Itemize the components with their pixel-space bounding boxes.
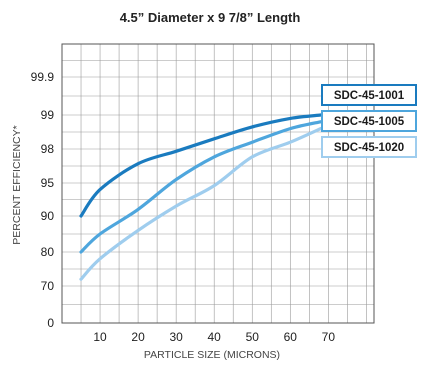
legend: SDC-45-1001 SDC-45-1005 SDC-45-1020 [321,84,417,158]
x-tick-label: 10 [93,330,107,344]
y-tick-label: 99 [41,108,55,122]
x-axis-label: PARTICLE SIZE (MICRONS) [144,349,280,361]
legend-label: SDC-45-1020 [334,142,404,154]
legend-item: SDC-45-1001 [321,84,417,106]
x-tick-label: 20 [131,330,145,344]
series-lines [79,113,323,281]
series-line-sdc-45-1001 [79,113,323,218]
tick-labels: 10 20 30 40 50 60 70 0 70 80 90 95 98 99 99.9 [31,70,336,344]
series-line-sdc-45-1005 [79,120,323,254]
legend-item: SDC-45-1020 [321,136,417,158]
x-tick-label: 50 [246,330,260,344]
y-axis-label: PERCENT EFFICIENCY* [11,125,23,244]
legend-label: SDC-45-1001 [334,90,405,102]
legend-label: SDC-45-1005 [334,116,405,128]
y-tick-label: 80 [41,245,55,259]
plot-frame [61,43,375,324]
y-tick-label: 70 [41,279,55,293]
y-tick-label: 95 [41,176,55,190]
legend-box [321,110,417,132]
legend-box [321,84,417,106]
x-tick-label: 60 [284,330,298,344]
grid [62,44,374,323]
x-tick-label: 70 [322,330,336,344]
legend-item: SDC-45-1005 [321,110,417,132]
y-tick-label: 98 [41,142,55,156]
x-tick-label: 30 [169,330,183,344]
x-tick-label: 40 [208,330,222,344]
legend-box [321,136,417,158]
series-line-sdc-45-1020 [79,127,323,281]
y-tick-label: 99.9 [31,70,55,84]
y-tick-label: 0 [47,316,54,330]
chart-title: 4.5” Diameter x 9 7/8” Length [120,10,301,25]
y-tick-label: 90 [41,209,55,223]
